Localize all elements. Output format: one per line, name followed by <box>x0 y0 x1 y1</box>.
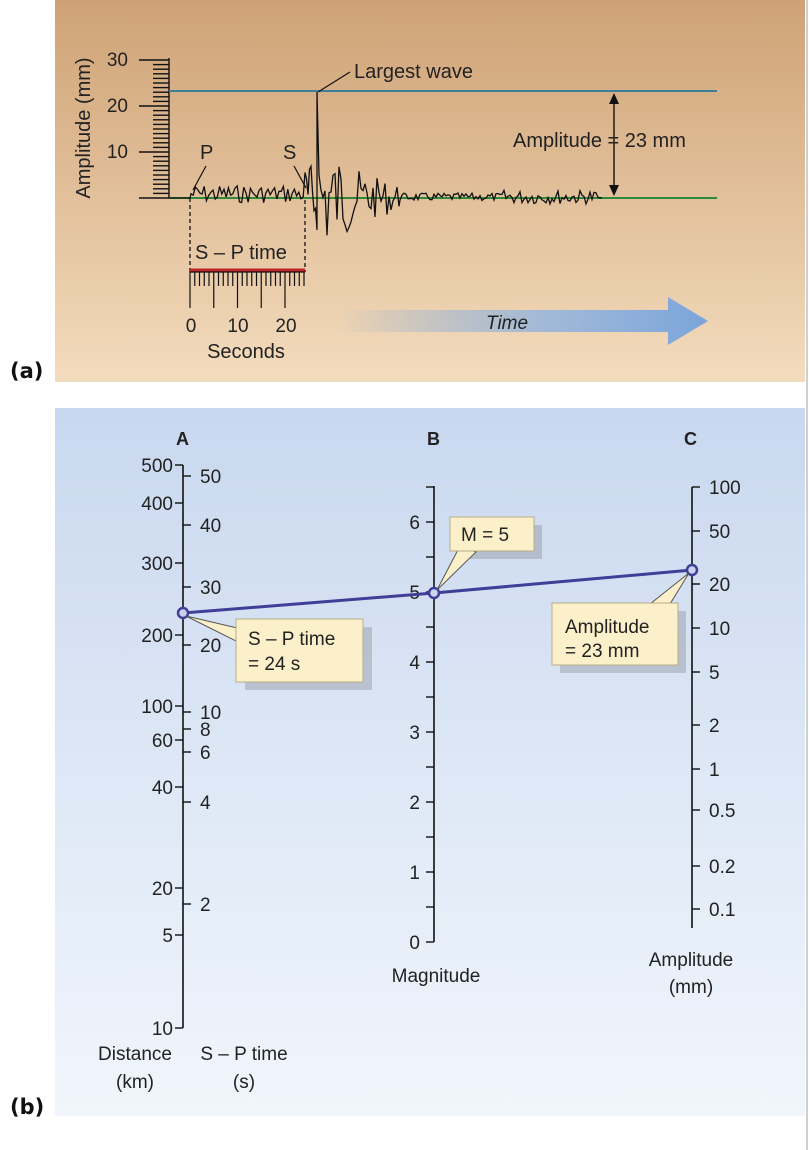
amplitude-axis-label-line1: Amplitude <box>649 950 734 971</box>
distance-tick-400: 400 <box>141 494 173 515</box>
sp-tick-50: 50 <box>200 467 221 488</box>
sp-tick-30: 30 <box>200 578 221 599</box>
y-tick-10: 10 <box>107 142 128 163</box>
sp-callout-line2: = 24 s <box>248 654 300 675</box>
sp-tick-6: 6 <box>200 743 211 764</box>
magnitude-callout-text: M = 5 <box>461 525 509 546</box>
x-tick-10: 10 <box>227 316 248 337</box>
sp-tick-40: 40 <box>200 516 221 537</box>
panel-a-label: (a) <box>10 359 44 383</box>
magnitude-tick-1: 1 <box>409 863 420 884</box>
sp-tick-2: 2 <box>200 895 211 916</box>
sp-time-point <box>176 606 190 620</box>
amplitude-point <box>685 563 699 577</box>
scale-a-header: A <box>176 429 189 449</box>
amplitude-tick-1: 1 <box>709 760 720 781</box>
magnitude-tick-0: 0 <box>409 933 420 954</box>
amplitude-callout-line2: = 23 mm <box>565 641 639 662</box>
distance-tick-500: 500 <box>141 456 173 477</box>
x-tick-20: 20 <box>275 316 296 337</box>
panel-b-label: (b) <box>10 1095 45 1119</box>
seconds-ruler <box>189 271 305 308</box>
y-tick-20: 20 <box>107 96 128 117</box>
sp-time-ticks <box>183 475 191 905</box>
largest-wave-label: Largest wave <box>354 61 473 83</box>
distance-tick-5: 5 <box>162 926 173 947</box>
distance-tick-200: 200 <box>141 626 173 647</box>
amplitude-tick-0-1: 0.1 <box>709 900 735 921</box>
amplitude-value-label: Amplitude = 23 mm <box>513 130 686 152</box>
s-wave-label: S <box>283 142 296 164</box>
y-axis-label: Amplitude (mm) <box>73 57 95 198</box>
time-label: Time <box>486 313 528 334</box>
nomogram-panel: A B C 500 400 300 200 100 60 40 20 5 10 … <box>55 408 805 1116</box>
panel-b-background <box>55 408 805 1116</box>
amplitude-tick-2: 2 <box>709 716 720 737</box>
page-edge <box>806 0 808 1150</box>
sp-tick-20: 20 <box>200 636 221 657</box>
magnitude-tick-3: 3 <box>409 723 420 744</box>
distance-ticks <box>175 464 183 1029</box>
sp-axis-label-line1: S – P time <box>200 1044 287 1065</box>
sp-time-callout: S – P time = 24 s <box>185 615 372 690</box>
amplitude-axis-label-line2: (mm) <box>669 977 713 998</box>
distance-label-line1: Distance <box>98 1044 172 1065</box>
distance-tick-300: 300 <box>141 554 173 575</box>
sp-callout-line1: S – P time <box>248 629 335 650</box>
distance-tick-20: 20 <box>152 879 173 900</box>
amplitude-callout-line1: Amplitude <box>565 617 650 638</box>
s-wave-pointer <box>293 165 307 189</box>
magnitude-tick-4: 4 <box>409 653 420 674</box>
p-wave-label: P <box>200 142 213 164</box>
scale-c-header: C <box>684 429 697 449</box>
seismogram-panel: 30 20 10 Amplitude (mm) P S Largest wave… <box>55 0 805 382</box>
seismogram-trace <box>169 91 603 236</box>
distance-tick-40: 40 <box>152 778 173 799</box>
y-tick-30: 30 <box>107 50 128 71</box>
x-tick-0: 0 <box>186 316 197 337</box>
magnitude-callout: M = 5 <box>436 516 542 591</box>
sp-axis-label-line2: (s) <box>233 1072 255 1093</box>
amplitude-tick-0-5: 0.5 <box>709 801 735 822</box>
distance-label-line2: (km) <box>116 1072 154 1093</box>
largest-wave-pointer <box>317 71 351 93</box>
amplitude-tick-50: 50 <box>709 522 730 543</box>
amplitude-arrow <box>609 93 619 196</box>
magnitude-point <box>427 586 441 600</box>
sp-tick-4: 4 <box>200 793 211 814</box>
amplitude-tick-10: 10 <box>709 619 730 640</box>
magnitude-axis-label: Magnitude <box>392 966 481 987</box>
time-arrow <box>337 297 708 345</box>
sp-tick-8: 8 <box>200 720 211 741</box>
amplitude-tick-0-2: 0.2 <box>709 857 735 878</box>
p-wave-pointer <box>192 165 207 191</box>
amplitude-ticks <box>692 486 700 910</box>
scale-b-header: B <box>427 429 440 449</box>
distance-tick-10: 10 <box>152 1019 173 1040</box>
sp-tick-10: 10 <box>200 703 221 724</box>
distance-tick-60: 60 <box>152 731 173 752</box>
amplitude-tick-20: 20 <box>709 575 730 596</box>
magnitude-tick-6: 6 <box>409 513 420 534</box>
distance-tick-100: 100 <box>141 697 173 718</box>
sp-time-label: S – P time <box>195 242 287 264</box>
amplitude-ruler <box>139 58 170 199</box>
amplitude-tick-100: 100 <box>709 478 741 499</box>
amplitude-callout: Amplitude = 23 mm <box>551 572 690 673</box>
magnitude-tick-2: 2 <box>409 793 420 814</box>
x-axis-label: Seconds <box>207 341 285 363</box>
amplitude-tick-5: 5 <box>709 663 720 684</box>
sp-time-bracket <box>189 198 306 272</box>
